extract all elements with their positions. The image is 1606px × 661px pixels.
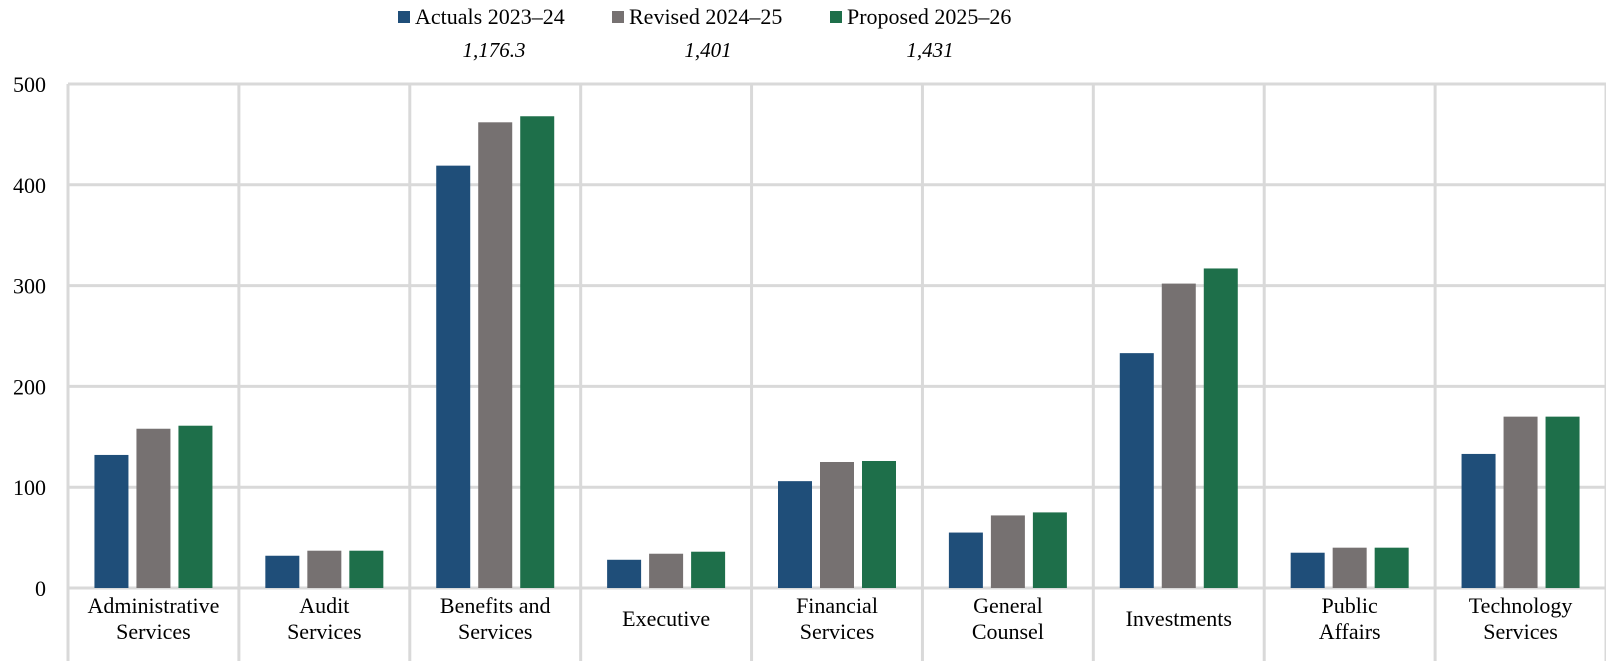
bar (349, 550, 384, 588)
bar (990, 515, 1025, 588)
legend-swatch-revised (612, 11, 624, 23)
y-tick-label: 200 (13, 374, 46, 399)
y-tick-label: 0 (35, 576, 46, 601)
bar (307, 550, 342, 588)
bar (948, 532, 983, 588)
bar (1161, 283, 1196, 588)
x-tick-label: Services (287, 619, 362, 644)
series-total-actuals: 1,176.3 (462, 38, 526, 62)
bar (1503, 416, 1538, 588)
chart-legend: Actuals 2023–24 Revised 2024–25 Proposed… (0, 4, 1606, 34)
legend-swatch-actuals (398, 11, 410, 23)
legend-label-actuals: Actuals 2023–24 (415, 4, 565, 29)
bar (649, 553, 684, 588)
x-tick-label: Executive (622, 606, 710, 631)
bar (1290, 552, 1325, 588)
x-tick-label: Administrative (87, 593, 219, 618)
legend-item-revised: Revised 2024–25 (612, 4, 782, 30)
bar (478, 122, 513, 588)
bar (520, 116, 555, 589)
x-tick-label: Technology (1469, 593, 1573, 618)
x-tick-label: Services (1483, 619, 1558, 644)
y-tick-label: 300 (13, 274, 46, 299)
x-tick-label: Audit (299, 593, 349, 618)
bar (778, 481, 812, 588)
series-total-revised: 1,401 (684, 38, 732, 62)
bar (862, 460, 896, 588)
y-tick-label: 500 (13, 72, 46, 97)
legend-swatch-proposed (830, 11, 842, 23)
x-tick-label: Affairs (1319, 619, 1381, 644)
x-tick-label: General (973, 593, 1043, 618)
legend-item-actuals: Actuals 2023–24 (398, 4, 565, 30)
legend-label-revised: Revised 2024–25 (629, 4, 783, 29)
y-tick-label: 400 (13, 173, 46, 198)
x-tick-label: Counsel (972, 619, 1044, 644)
bar (1203, 268, 1238, 588)
y-tick-label: 100 (13, 475, 46, 500)
bar (436, 165, 471, 588)
bar (178, 425, 213, 588)
x-tick-label: Benefits and (440, 593, 551, 618)
bar (94, 454, 129, 588)
bar (1545, 416, 1580, 588)
bar (1032, 512, 1067, 588)
series-total-proposed: 1,431 (906, 38, 954, 62)
x-tick-label: Investments (1126, 606, 1232, 631)
bar (265, 555, 300, 588)
legend-label-proposed: Proposed 2025–26 (847, 4, 1012, 29)
x-tick-label: Services (116, 619, 191, 644)
bar (1119, 353, 1154, 588)
x-tick-label: Public (1322, 593, 1378, 618)
bar (1374, 547, 1409, 588)
bar (691, 551, 726, 588)
x-tick-label: Services (800, 619, 875, 644)
bar (1332, 547, 1367, 588)
bar (607, 559, 642, 588)
legend-item-proposed: Proposed 2025–26 (830, 4, 1011, 30)
bar (820, 462, 854, 588)
bar (136, 428, 171, 588)
x-tick-label: Financial (796, 593, 878, 618)
bar (1461, 453, 1496, 588)
x-tick-label: Services (458, 619, 533, 644)
